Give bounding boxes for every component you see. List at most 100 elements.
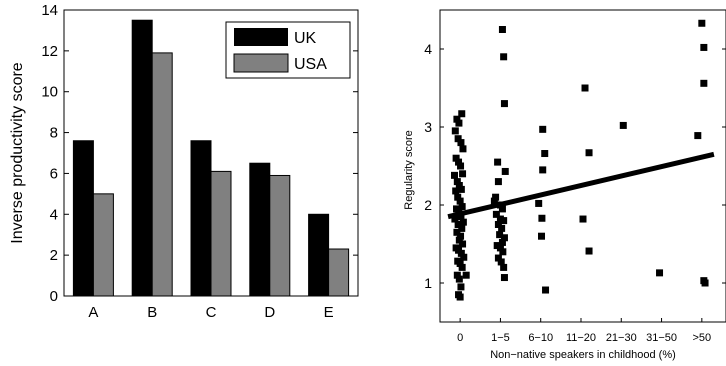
- scatter-y-ticks: 1 2 3 4: [424, 41, 726, 291]
- bar-chart: 0 2 4 6 8 10 12 14 A B C D E Inverse productivity s…: [9, 2, 359, 321]
- bar-uk-e: [308, 213, 330, 297]
- scatter-point: [455, 182, 463, 189]
- scatter-point: [497, 258, 505, 266]
- scatter-point: [492, 193, 500, 201]
- scatter-x-tick-label: 21−30: [606, 332, 637, 344]
- scatter-point: [451, 171, 459, 179]
- scatter-point: [451, 215, 459, 223]
- scatter-point: [501, 167, 509, 175]
- scatter-point: [455, 236, 463, 244]
- scatter-point: [455, 275, 463, 283]
- scatter-x-tick-label: 1−5: [491, 332, 510, 344]
- scatter-point: [459, 240, 467, 248]
- bar-usa-c: [210, 170, 232, 297]
- scatter-y-tick-label: 3: [424, 119, 432, 135]
- scatter-point: [494, 221, 502, 228]
- scatter-plot-area: [439, 9, 726, 323]
- scatter-point: [496, 231, 504, 239]
- scatter-point: [539, 166, 547, 174]
- bar-usa-a: [92, 193, 114, 297]
- scatter-point: [542, 286, 550, 294]
- bar-y-tick-label: 10: [41, 84, 58, 101]
- scatter-point: [457, 232, 465, 240]
- scatter-point: [498, 26, 506, 33]
- scatter-point: [498, 224, 506, 232]
- legend-label-uk: UK: [294, 30, 317, 47]
- scatter-point: [455, 119, 463, 127]
- scatter-point: [500, 263, 508, 271]
- scatter-point: [458, 110, 466, 118]
- scatter-point: [581, 84, 589, 92]
- scatter-point: [694, 132, 702, 140]
- scatter-point: [500, 217, 508, 225]
- scatter-point: [455, 158, 463, 166]
- bar-y-axis-label: Inverse productivity score: [9, 62, 26, 244]
- bar-x-tick-label: E: [324, 304, 334, 321]
- scatter-point: [700, 43, 708, 51]
- bar-legend: UK USA: [225, 21, 351, 79]
- bar-x-tick-label: A: [88, 304, 98, 321]
- scatter-point: [494, 158, 502, 166]
- scatter-point: [498, 238, 506, 246]
- bar-y-ticks: 0 2 4 6 8 10 12 14: [41, 2, 358, 305]
- bar-usa-d: [269, 174, 291, 297]
- scatter-point: [500, 100, 508, 108]
- legend-label-usa: USA: [294, 56, 327, 73]
- scatter-point: [457, 162, 465, 170]
- bar-y-tick-label: 14: [41, 2, 58, 19]
- scatter-point: [457, 185, 465, 193]
- scatter-x-axis-label: Non−native speakers in childhood (%): [490, 349, 676, 361]
- legend-swatch-uk: [234, 28, 288, 46]
- scatter-y-tick-label: 2: [424, 197, 432, 213]
- scatter-y-axis-label: Regularity score: [403, 130, 415, 209]
- scatter-point: [458, 203, 466, 211]
- scatter-point: [454, 221, 462, 228]
- bar-y-tick-label: 4: [50, 206, 58, 223]
- scatter-point: [453, 228, 461, 236]
- scatter-y-tick-label: 1: [424, 275, 432, 291]
- scatter-x-tick-label: 0: [457, 332, 463, 344]
- scatter-point: [456, 293, 464, 301]
- scatter-point: [500, 53, 508, 61]
- scatter-point: [490, 197, 498, 205]
- scatter-point: [453, 271, 461, 279]
- scatter-point: [579, 215, 587, 223]
- scatter-point: [458, 263, 466, 271]
- scatter-point: [541, 150, 549, 158]
- scatter-point: [457, 139, 465, 147]
- scatter-point: [460, 253, 468, 261]
- bar-x-tick-label: B: [147, 304, 157, 321]
- bar-usa-b: [151, 52, 173, 297]
- scatter-point: [656, 269, 664, 277]
- scatter-point: [457, 213, 465, 221]
- scatter-point: [500, 274, 508, 282]
- scatter-point: [454, 135, 462, 143]
- scatter-point: [701, 279, 709, 287]
- scatter-point: [457, 283, 465, 291]
- scatter-point: [459, 145, 467, 153]
- scatter-point: [698, 19, 706, 27]
- scatter-point: [456, 197, 464, 205]
- scatter-point: [585, 149, 593, 157]
- scatter-x-tick-label: 31−50: [646, 332, 677, 344]
- bar-uk-d: [249, 162, 271, 297]
- bar-uk-b: [131, 19, 153, 297]
- scatter-point: [462, 271, 470, 279]
- scatter-point: [535, 199, 543, 207]
- scatter-point: [451, 127, 459, 135]
- bar-y-tick-label: 6: [50, 165, 58, 182]
- bar-y-tick-label: 12: [41, 43, 58, 60]
- bar-y-tick-label: 8: [50, 125, 58, 142]
- scatter-point: [538, 232, 546, 240]
- bar-uk-c: [190, 140, 212, 297]
- scatter-point: [538, 214, 546, 222]
- scatter-x-tick-label: >50: [692, 332, 711, 344]
- bar-y-tick-label: 0: [50, 288, 58, 305]
- scatter-point: [452, 187, 460, 195]
- legend-swatch-usa: [233, 53, 289, 73]
- bar-uk-a: [72, 140, 94, 297]
- scatter-chart: 1 2 3 4 0 1−5 6−10 11−20 21−30 31−50 >50 Regulari…: [403, 9, 726, 361]
- bar-usa-e: [328, 248, 350, 297]
- scatter-point: [499, 248, 507, 256]
